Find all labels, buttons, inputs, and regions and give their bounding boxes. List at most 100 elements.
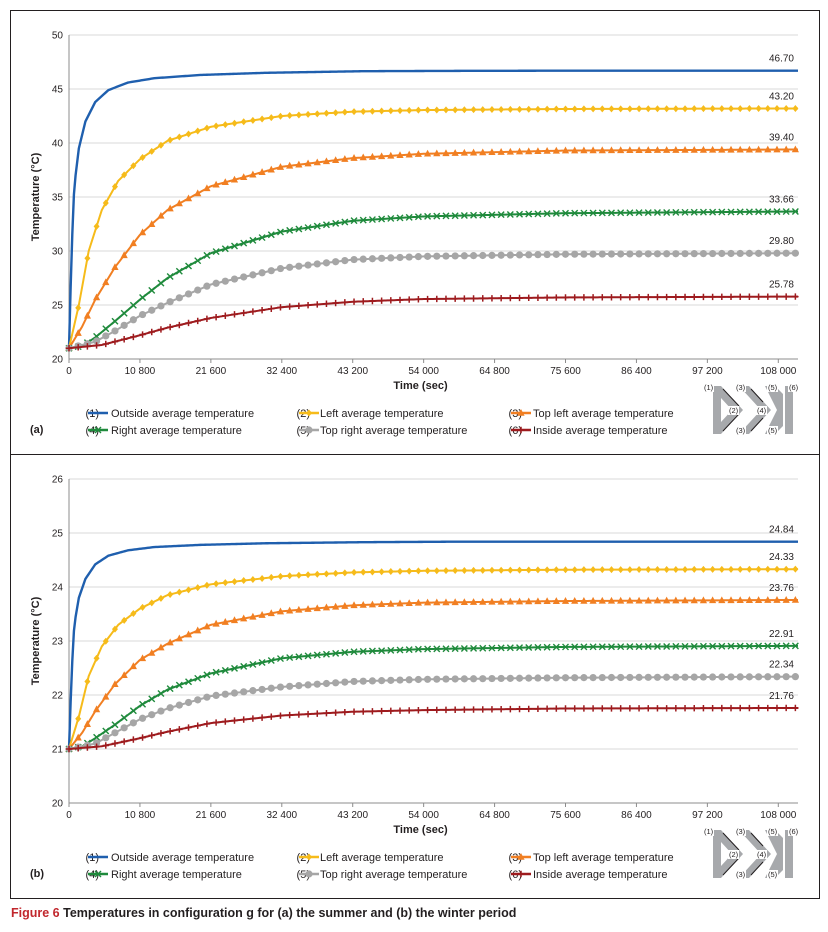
data-point — [553, 105, 560, 113]
data-point — [654, 293, 661, 301]
data-point — [295, 225, 303, 233]
data-point — [525, 644, 533, 651]
data-point — [414, 150, 422, 157]
data-point — [534, 210, 542, 218]
data-point — [580, 674, 588, 682]
data-point — [230, 616, 239, 624]
legend-marker — [305, 426, 313, 434]
data-point — [93, 654, 100, 662]
data-point — [709, 293, 716, 301]
data-point — [608, 566, 615, 574]
data-point — [148, 648, 156, 656]
data-point — [74, 733, 82, 741]
data-point — [516, 644, 524, 652]
data-point — [470, 211, 478, 219]
data-point — [120, 321, 128, 329]
data-point — [645, 293, 652, 301]
series-line — [68, 598, 799, 750]
data-point — [571, 146, 579, 154]
data-point — [175, 681, 183, 689]
data-point — [368, 677, 377, 685]
data-point — [102, 742, 109, 749]
data-point — [498, 566, 505, 574]
data-point — [782, 642, 790, 650]
x-tick-label: 10 800 — [125, 810, 156, 821]
data-point — [506, 644, 514, 652]
data-point — [607, 209, 615, 217]
data-point — [497, 706, 505, 713]
data-point — [645, 566, 652, 574]
data-point — [212, 619, 220, 627]
data-point — [249, 612, 257, 620]
data-label: 33.66 — [769, 194, 794, 205]
data-point — [369, 708, 376, 715]
data-point — [718, 249, 726, 258]
data-point — [543, 146, 551, 154]
x-tick-label: 54 000 — [408, 810, 439, 821]
x-tick-label: 43 200 — [337, 366, 368, 377]
data-point — [75, 304, 82, 312]
data-point — [534, 566, 541, 574]
data-point — [580, 596, 588, 604]
data-point — [506, 674, 514, 682]
series-2: 24.33 — [66, 552, 799, 753]
data-point — [727, 249, 735, 258]
diagram-chevron-3 — [765, 830, 783, 878]
x-axis-title: Time (sec) — [393, 824, 448, 836]
data-point — [488, 674, 496, 683]
data-point — [663, 673, 671, 681]
data-point — [351, 568, 358, 576]
data-point — [727, 673, 735, 681]
series-line — [67, 540, 798, 750]
data-point — [249, 236, 257, 244]
data-point — [580, 146, 588, 154]
data-point — [764, 565, 771, 573]
data-point — [451, 149, 459, 156]
data-point — [111, 721, 119, 729]
data-point — [424, 567, 431, 575]
data-point — [240, 239, 248, 247]
data-point — [332, 679, 340, 687]
series-4: 22.91 — [65, 629, 799, 753]
data-point — [754, 145, 763, 153]
data-point — [690, 208, 698, 216]
diagram-wall-left — [713, 830, 721, 878]
data-point — [755, 293, 762, 300]
data-point — [286, 161, 294, 169]
data-point — [323, 709, 330, 717]
data-point — [653, 596, 662, 604]
data-point — [240, 716, 247, 723]
data-point — [764, 145, 772, 153]
data-point — [240, 273, 248, 281]
data-point — [699, 642, 707, 650]
legend-marker — [94, 870, 102, 878]
data-point — [350, 601, 358, 609]
data-point — [681, 673, 689, 681]
data-point — [571, 674, 579, 682]
data-point — [295, 262, 303, 270]
data-point — [102, 278, 110, 286]
diagram-label: (3) — [736, 827, 746, 836]
data-point — [745, 208, 753, 216]
data-point — [350, 217, 358, 225]
data-point — [792, 293, 799, 300]
data-point — [755, 642, 763, 650]
data-point — [626, 105, 633, 113]
data-point — [442, 106, 449, 114]
data-point — [488, 295, 496, 302]
data-point — [295, 571, 302, 579]
data-point — [368, 216, 376, 224]
data-point — [525, 566, 532, 574]
data-point — [681, 642, 689, 650]
data-point — [525, 294, 532, 302]
data-point — [203, 184, 211, 192]
data-point — [663, 596, 671, 604]
data-point — [515, 674, 524, 682]
data-point — [718, 208, 726, 216]
data-point — [534, 147, 542, 154]
series-line — [67, 69, 798, 349]
data-point — [359, 600, 367, 608]
data-point — [396, 599, 404, 607]
data-point — [175, 634, 183, 642]
